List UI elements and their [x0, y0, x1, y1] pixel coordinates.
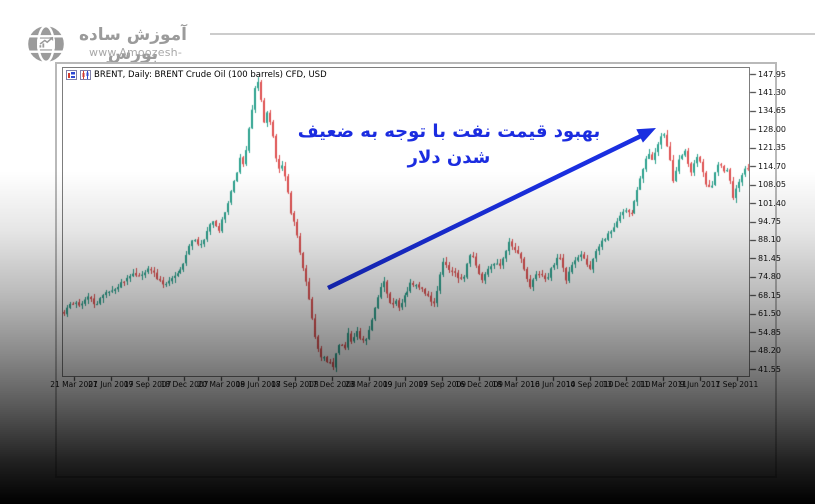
brand-divider-line: [210, 33, 815, 35]
y-axis-tick-label: 68.15: [758, 290, 781, 300]
y-axis-tick-label: 108.05: [758, 180, 786, 190]
y-axis-tick-label: 114.70: [758, 161, 786, 171]
y-axis-tick-label: 54.85: [758, 327, 781, 337]
annotation-text: بهبود قیمت نفت با توجه به ضعیف شدن دلار: [297, 121, 601, 168]
y-axis-tick-label: 48.20: [758, 346, 781, 356]
y-axis-tick-label: 74.80: [758, 272, 781, 282]
y-axis-tick-label: 147.95: [758, 69, 786, 79]
globe-chart-icon: [27, 25, 65, 63]
y-axis-tick-label: 88.10: [758, 235, 781, 245]
y-axis-tick-label: 41.55: [758, 364, 781, 374]
y-axis-tick-label: 94.75: [758, 217, 781, 226]
candlestick-icon: [80, 70, 91, 80]
chart-title-text: BRENT, Daily: BRENT Crude Oil (100 barre…: [94, 70, 327, 80]
chart-window-icon: [66, 70, 77, 80]
y-axis-tick-label: 121.35: [758, 143, 786, 153]
y-axis-tick-label: 134.65: [758, 106, 786, 116]
y-axis-tick-label: 141.30: [758, 87, 786, 97]
price-axis: 147.95 141.30 134.65 128.00 121.35 114.70 108.…: [758, 0, 803, 504]
y-axis-tick-label: 101.40: [758, 198, 786, 208]
y-axis-tick-label: 128.00: [758, 124, 786, 134]
y-axis-tick-label: 61.50: [758, 309, 781, 319]
chart-plot-area: [62, 67, 750, 377]
chart-title-bar: BRENT, Daily: BRENT Crude Oil (100 barre…: [66, 70, 327, 80]
y-axis-tick-label: 81.45: [758, 253, 781, 263]
